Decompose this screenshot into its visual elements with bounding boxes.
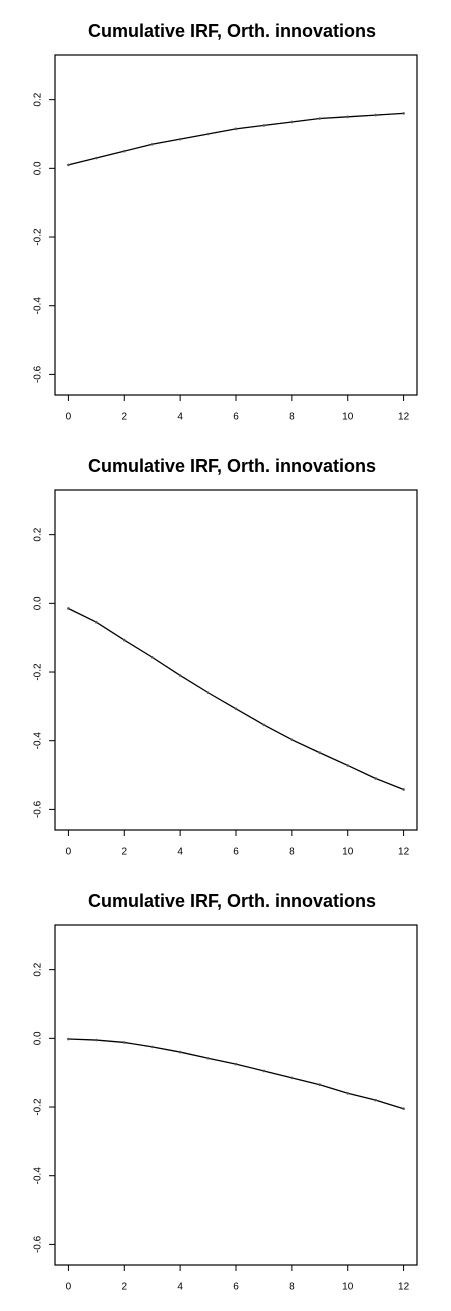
y-tick-label: -0.2 [33,1098,44,1116]
y-tick-label: -0.4 [33,297,44,315]
irf-point [262,1069,266,1073]
x-tick-label: 4 [177,412,183,423]
irf-point [290,1076,294,1080]
x-tick-label: 8 [289,412,295,423]
x-tick-label: 4 [177,847,183,858]
irf-point [234,127,238,131]
irf-point [178,674,182,677]
x-tick-label: 10 [342,412,354,423]
irf-point [95,620,98,624]
y-tick-label: -0.2 [33,663,44,681]
irf-point [122,1041,126,1044]
irf-point [150,1045,154,1049]
irf-line [68,1038,404,1110]
irf-point [346,1091,350,1095]
chart-title: Cumulative IRF, Orth. innovations [88,456,376,476]
irf-point [122,149,126,153]
y-tick-label: 0.2 [33,92,44,106]
irf-line [68,607,404,791]
irf-point [346,764,350,767]
x-tick-label: 12 [398,412,410,423]
x-tick-label: 8 [289,1282,295,1293]
irf-point [67,607,70,610]
y-tick-label: -0.6 [33,365,44,383]
chart-panel: Cumulative IRF, Orth. innovations -0.6 -0.… [33,456,418,858]
irf-point [234,1062,238,1066]
plot-box [54,924,418,1266]
chart-panel: Cumulative IRF, Orth. innovations -0.6 -0.… [33,891,418,1293]
irf-point [150,655,154,659]
x-tick-label: 6 [233,1282,239,1293]
irf-point [67,1037,70,1041]
irf-point [318,117,322,120]
irf-point [290,120,294,124]
y-tick-label: 0.2 [33,962,44,976]
irf-point [95,156,98,160]
irf-point [262,723,266,727]
x-tick-label: 10 [342,1282,354,1293]
irf-point [374,1098,377,1102]
irf-point [346,115,350,119]
y-tick-label: 0.2 [33,527,44,541]
y-tick-label: 0.0 [33,596,44,610]
irf-point [374,113,377,117]
x-tick-label: 6 [233,412,239,423]
x-tick-label: 2 [121,1282,127,1293]
chart-title: Cumulative IRF, Orth. innovations [88,21,376,41]
x-tick-label: 2 [121,412,127,423]
x-tick-label: 0 [66,1282,72,1293]
x-tick-label: 4 [177,1282,183,1293]
irf-point [206,1056,210,1060]
y-tick-label: -0.6 [33,800,44,818]
y-tick-label: -0.6 [33,1235,44,1253]
irf-point [290,738,294,741]
x-tick-label: 2 [121,847,127,858]
x-tick-label: 10 [342,847,354,858]
y-tick-label: -0.4 [33,732,44,750]
irf-point [402,1107,405,1111]
irf-line [68,112,404,166]
irf-point [262,124,266,127]
irf-point [206,132,210,136]
plot-box [54,54,418,396]
y-tick-label: 0.0 [33,161,44,175]
irf-point [178,137,182,141]
irf-point [150,142,154,146]
y-tick-label: -0.2 [33,228,44,246]
y-tick-label: 0.0 [33,1031,44,1045]
irf-point [374,777,377,780]
irf-point [95,1038,98,1042]
y-tick-label: -0.4 [33,1167,44,1185]
x-tick-label: 6 [233,847,239,858]
x-tick-label: 12 [398,847,410,858]
x-tick-label: 8 [289,847,295,858]
x-tick-label: 0 [66,412,72,423]
irf-point [234,707,238,711]
irf-point [178,1050,182,1054]
irf-point [318,751,322,755]
irf-point [206,691,210,694]
x-tick-label: 12 [398,1282,410,1293]
x-tick-label: 0 [66,847,72,858]
chart-panel: Cumulative IRF, Orth. innovations -0.6 -0.… [33,21,418,423]
chart-title: Cumulative IRF, Orth. innovations [88,891,376,911]
irf-point [402,788,405,791]
irf-point [67,163,70,167]
irf-point [318,1083,322,1086]
irf-point [402,112,405,115]
irf-point [122,638,126,642]
plot-box [54,489,418,831]
